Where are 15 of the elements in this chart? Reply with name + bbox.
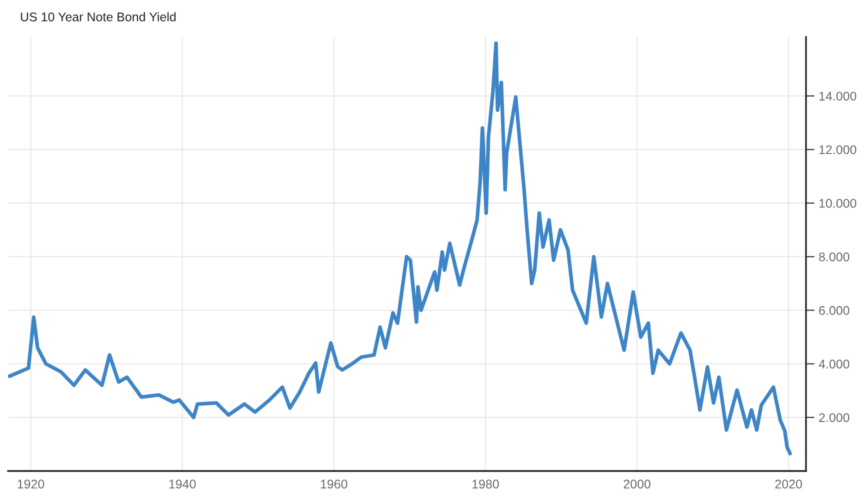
line-series [8,41,792,456]
y-tick-label: 6.000 [819,306,850,315]
x-tick-label: 1980 [472,480,499,489]
y-tick-label: 12.000 [819,145,856,154]
x-tick-label: 1940 [169,480,196,489]
chart-title: US 10 Year Note Bond Yield [20,12,176,22]
y-tick-label: 14.000 [819,92,856,101]
x-tick-label: 2000 [624,480,650,489]
x-tick-label: 1960 [320,480,348,489]
y-tick-label: 2.000 [819,413,850,422]
x-tick-label: 2020 [775,480,802,489]
y-tick-label: 4.000 [818,360,850,368]
y-tick-label: 10.000 [819,198,856,208]
x-tick-label: 1920 [18,480,44,489]
y-tick-label: 8.000 [819,252,850,262]
